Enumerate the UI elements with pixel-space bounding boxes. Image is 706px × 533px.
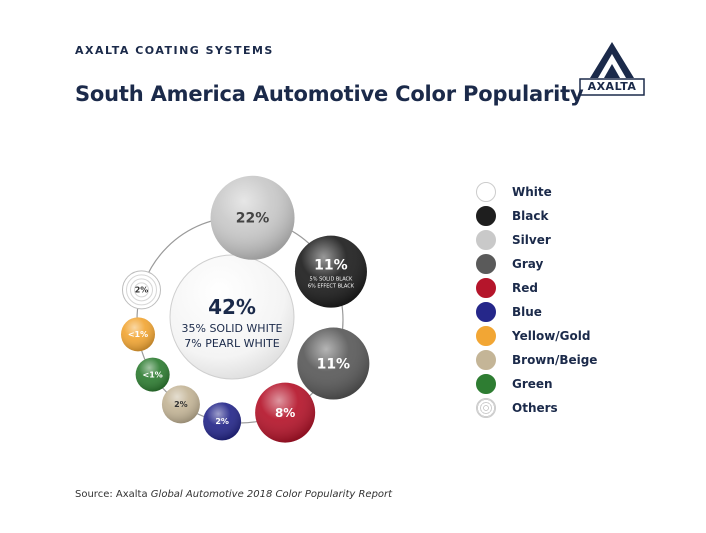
axalta-logo-icon bbox=[579, 42, 645, 96]
bubble-circle bbox=[122, 270, 162, 310]
legend-label: Yellow/Gold bbox=[512, 329, 591, 343]
legend-item: Blue bbox=[476, 300, 597, 324]
bubble-shine bbox=[161, 385, 200, 424]
legend-swatch bbox=[476, 302, 496, 322]
bubble-brown-beige: 2% bbox=[161, 385, 200, 424]
legend-item: Black bbox=[476, 204, 597, 228]
bubble-shine bbox=[135, 357, 170, 392]
bubble-silver: 22% bbox=[210, 175, 295, 260]
bubble-shine bbox=[297, 327, 370, 400]
center-bubble-group: 42% 35% SOLID WHITE 7% PEARL WHITE bbox=[169, 254, 295, 380]
legend-swatch bbox=[476, 206, 496, 226]
legend-item: Brown/Beige bbox=[476, 348, 597, 372]
bubble-shine bbox=[255, 382, 316, 443]
legend-label: Others bbox=[512, 401, 558, 415]
center-line1: 35% SOLID WHITE bbox=[182, 322, 283, 335]
bubble-label: 2% bbox=[135, 286, 149, 295]
center-bubble-white bbox=[169, 254, 295, 380]
source-note: Source: Axalta Global Automotive 2018 Co… bbox=[75, 489, 392, 500]
legend-swatch bbox=[476, 230, 496, 250]
legend-label: Green bbox=[512, 377, 553, 391]
bubble-gray: 11% bbox=[297, 327, 370, 400]
bubble-label: <1% bbox=[128, 330, 148, 339]
legend-label: Black bbox=[512, 209, 549, 223]
legend-label: Blue bbox=[512, 305, 542, 319]
bubble-ring bbox=[126, 274, 158, 306]
legend-swatch bbox=[476, 254, 496, 274]
legend-label: Gray bbox=[512, 257, 544, 271]
legend-swatch bbox=[476, 398, 496, 418]
source-title: Global Automotive 2018 Color Popularity … bbox=[150, 489, 393, 500]
legend-item: Yellow/Gold bbox=[476, 324, 597, 348]
bubble-ring bbox=[130, 278, 154, 302]
bubble-shine bbox=[294, 235, 367, 308]
chart-title: South America Automotive Color Popularit… bbox=[75, 82, 584, 106]
legend: White Black Silver Gray Red Blue Yellow/Gold Br… bbox=[476, 180, 597, 420]
legend-item: Green bbox=[476, 372, 597, 396]
legend-swatch bbox=[476, 350, 496, 370]
legend-swatch bbox=[476, 374, 496, 394]
legend-label: Silver bbox=[512, 233, 551, 247]
legend-item: Silver bbox=[476, 228, 597, 252]
bubble-shine bbox=[203, 402, 242, 441]
legend-swatch bbox=[476, 278, 496, 298]
legend-swatch bbox=[476, 182, 496, 202]
legend-item: Gray bbox=[476, 252, 597, 276]
bubble-label: 2% bbox=[174, 400, 188, 409]
bubble-green: <1% bbox=[135, 357, 170, 392]
legend-label: Red bbox=[512, 281, 538, 295]
bubble-others: 2% bbox=[122, 270, 162, 310]
legend-item: Others bbox=[476, 396, 597, 420]
bubble-red: 8% bbox=[255, 382, 316, 443]
legend-label: White bbox=[512, 185, 552, 199]
bubble-label: 11% bbox=[317, 356, 351, 372]
brand-name: AXALTA COATING SYSTEMS bbox=[75, 44, 274, 57]
logo-text: AXALTA bbox=[587, 80, 637, 93]
legend-item: Red bbox=[476, 276, 597, 300]
bubble-label: 8% bbox=[275, 406, 295, 420]
legend-label: Brown/Beige bbox=[512, 353, 598, 367]
center-value: 42% bbox=[208, 295, 256, 319]
bubble-label: 22% bbox=[236, 211, 270, 227]
bubble-yellow-gold: <1% bbox=[121, 317, 156, 352]
legend-swatch bbox=[476, 326, 496, 346]
bubble-blue: 2% bbox=[203, 402, 242, 441]
bubble-shine bbox=[210, 175, 295, 260]
legend-item: White bbox=[476, 180, 597, 204]
bubble-label: 11% bbox=[314, 258, 348, 274]
bubble-shine bbox=[121, 317, 156, 352]
bubble-sublabel: 6% EFFECT BLACK bbox=[308, 284, 355, 290]
bubble-label: 2% bbox=[215, 417, 229, 426]
bubble-sublabel: 5% SOLID BLACK bbox=[310, 277, 353, 283]
bubble-ring bbox=[134, 282, 150, 298]
source-prefix: Source: Axalta bbox=[75, 489, 151, 500]
bubble-label: <1% bbox=[143, 370, 163, 379]
center-line2: 7% PEARL WHITE bbox=[184, 337, 279, 350]
